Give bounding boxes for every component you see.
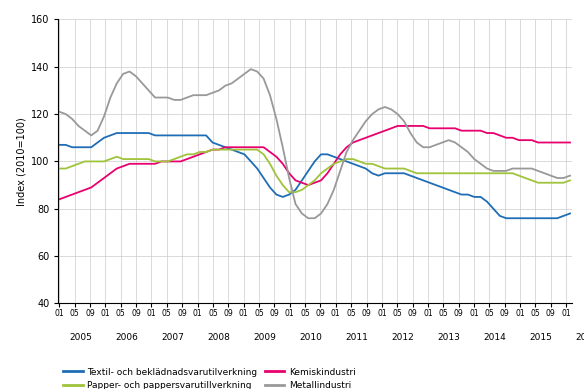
Text: 2010: 2010	[300, 333, 322, 342]
Text: 2009: 2009	[253, 333, 276, 342]
Text: 2011: 2011	[346, 333, 369, 342]
Legend: Textil- och beklädnadsvarutilverkning, Papper- och pappersvarutillverkning, Kemi: Textil- och beklädnadsvarutilverkning, P…	[63, 368, 356, 389]
Text: 2014: 2014	[484, 333, 506, 342]
Text: 2008: 2008	[207, 333, 230, 342]
Text: 2015: 2015	[530, 333, 552, 342]
Text: 2006: 2006	[115, 333, 138, 342]
Text: 2016: 2016	[576, 333, 584, 342]
Text: 2007: 2007	[161, 333, 184, 342]
Text: 2013: 2013	[437, 333, 461, 342]
Text: 2012: 2012	[392, 333, 415, 342]
Text: 2005: 2005	[69, 333, 92, 342]
Y-axis label: Index (2010=100): Index (2010=100)	[17, 117, 27, 206]
